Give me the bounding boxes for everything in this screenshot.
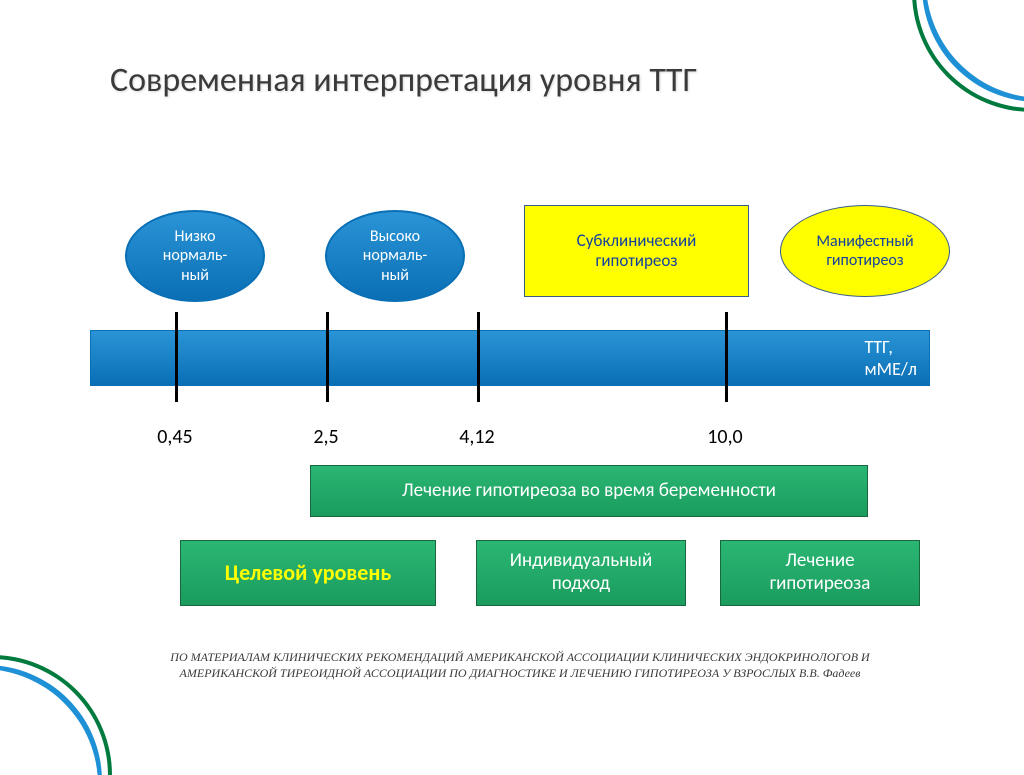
axis-tick-label: 2,5 xyxy=(313,425,338,449)
box-target-level: Целевой уровень xyxy=(180,540,436,606)
axis-unit-line2: мМЕ/л xyxy=(865,358,918,380)
axis-tick xyxy=(477,312,480,402)
bubble-manifest-label: Манифестныйгипотиреоз xyxy=(816,232,913,270)
slide-title: Современная интерпретация уровня ТТГ xyxy=(110,60,697,101)
box-hypothyroidism-treatment: Лечениегипотиреоза xyxy=(720,540,920,606)
box-pregnancy-treatment: Лечение гипотиреоза во время беременност… xyxy=(310,465,868,517)
box-subclinical-label: Субклиническийгипотиреоз xyxy=(577,231,697,272)
bubble-manifest: Манифестныйгипотиреоз xyxy=(780,205,950,297)
box-individual-approach: Индивидуальныйподход xyxy=(476,540,686,606)
axis-tick xyxy=(326,312,329,402)
bubble-high-normal-label: Высоконормаль-ный xyxy=(363,227,427,285)
bubble-low-normal: Низконормаль-ный xyxy=(125,210,265,302)
bubble-low-normal-label: Низконормаль-ный xyxy=(163,227,227,285)
bubble-high-normal: Высоконормаль-ный xyxy=(325,210,465,302)
decorative-arc-bottom-left xyxy=(0,655,112,775)
box-pregnancy-treatment-label: Лечение гипотиреоза во время беременност… xyxy=(402,480,776,503)
axis-unit-line1: ТТГ, xyxy=(865,336,893,358)
box-hypothyroidism-treatment-label: Лечениегипотиреоза xyxy=(770,550,871,596)
box-target-level-label: Целевой уровень xyxy=(225,560,392,586)
axis-tick-label: 10,0 xyxy=(707,425,742,449)
axis-tick-label: 4,12 xyxy=(459,425,494,449)
axis-tick xyxy=(175,312,178,402)
axis-bar: ТТГ, мМЕ/л xyxy=(90,330,930,386)
axis-unit-label: ТТГ, мМЕ/л xyxy=(865,337,918,380)
decorative-arc-top-right xyxy=(912,0,1024,112)
citation-text: ПО МАТЕРИАЛАМ КЛИНИЧЕСКИХ РЕКОМЕНДАЦИЙ А… xyxy=(130,650,910,681)
axis-tick-label: 0,45 xyxy=(157,425,192,449)
box-individual-approach-label: Индивидуальныйподход xyxy=(510,550,652,596)
box-subclinical: Субклиническийгипотиреоз xyxy=(524,205,749,297)
axis-tick xyxy=(725,312,728,402)
